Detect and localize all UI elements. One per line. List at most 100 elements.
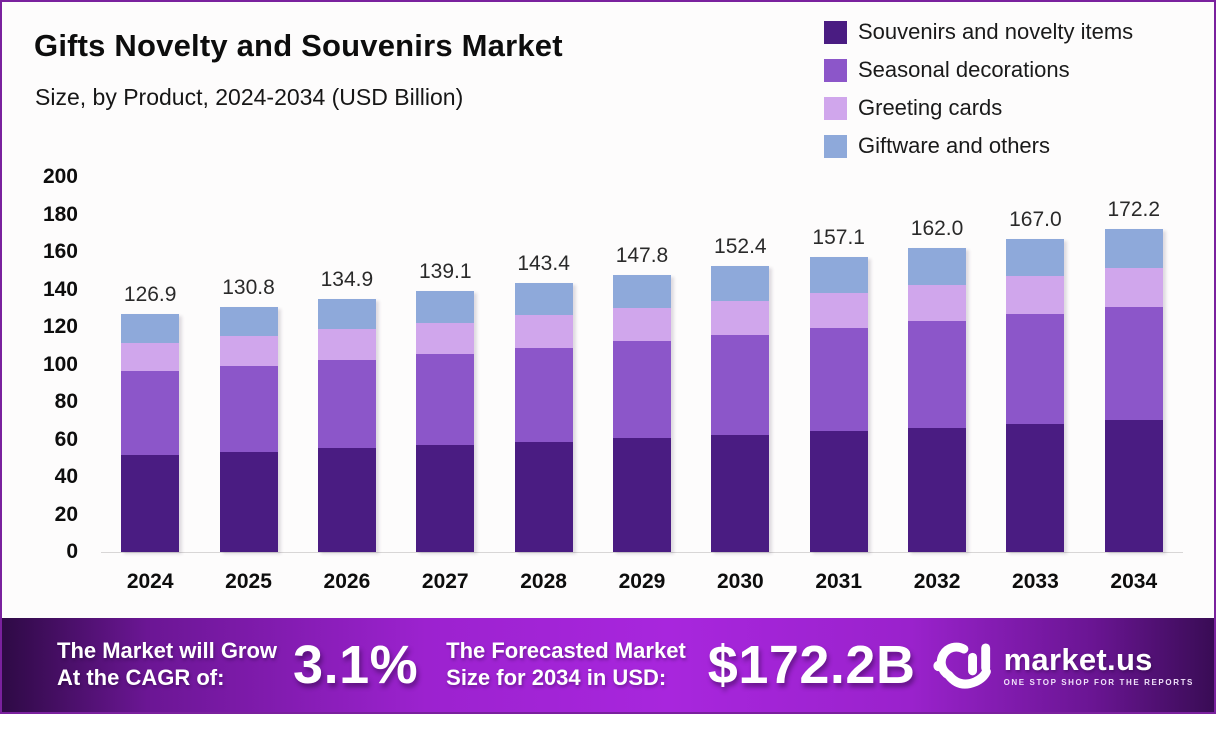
bar-total-label: 130.8 [222,275,275,299]
bar-group: 130.8 [199,177,297,552]
stacked-bar [121,314,180,552]
x-tick-label: 2032 [913,570,961,593]
legend-swatch-icon [824,58,847,82]
bar-total-label: 126.9 [123,283,177,307]
bar-group: 157.1 [790,177,888,552]
bar-segment [612,308,671,342]
forecast-value: $172.2B [707,635,916,695]
x-tick-label: 2027 [421,570,469,593]
bar-group: 162.0 [888,177,986,552]
bar-segment [1006,313,1065,424]
bar-segment [514,283,573,316]
bar-total-label: 162.0 [910,217,964,241]
stacked-bar [809,257,868,552]
bar-group: 167.0 [986,177,1084,552]
bar-segment [612,341,671,439]
y-tick-label: 180 [42,202,78,226]
x-tick-label: 2024 [126,570,174,593]
y-tick-label: 100 [42,352,78,376]
logo-wordmark: market.us [1003,641,1153,677]
bar-total-label: 167.0 [1009,207,1062,231]
bar-segment [317,299,376,330]
stacked-bar [908,248,967,552]
bar-group: 172.2 [1085,177,1183,552]
legend-label: Souvenirs and novelty items [858,19,1134,44]
bar-group: 147.8 [593,177,691,552]
cagr-label: The Market will Grow At the CAGR of: [57,638,278,690]
bar-segment [1006,238,1065,277]
stacked-bar [612,274,671,552]
legend-label: Giftware and others [858,133,1050,158]
bar-segment [809,328,868,432]
y-tick-label: 80 [54,390,78,413]
market-us-logo-icon [932,642,991,689]
bar-segment [219,306,278,337]
x-tick-label: 2031 [815,570,863,593]
legend-item: Giftware and others [824,133,1133,158]
bar-segment [121,342,180,372]
plot-area: 126.9 130.8 134.9 139.1 143.4 147.8 152.4 157.1… [101,177,1183,553]
bar-segment [1104,306,1163,420]
x-axis-labels: 2024 2025 2026 2027 2028 2029 2030 2031 2032 2033… [101,570,1183,594]
x-tick-label: 2028 [520,570,567,593]
bar-segment [416,291,475,323]
logo-tagline: ONE STOP SHOP FOR THE REPORTS [1003,677,1194,687]
x-tick-label: 2033 [1012,570,1059,593]
bar-segment [809,431,868,552]
bar-group: 152.4 [691,177,789,552]
bar-total-label: 152.4 [714,235,767,259]
bar-segment [317,359,376,449]
bar-segment [908,427,967,552]
bar-group: 139.1 [396,177,494,552]
x-tick-label: 2034 [1110,570,1158,593]
y-tick-label: 120 [42,315,78,338]
bar-segment [416,322,475,354]
stacked-bar [219,306,278,552]
bar-segment [809,257,868,293]
x-tick-label: 2029 [618,570,666,593]
legend-item: Greeting cards [824,95,1133,120]
bar-segment [121,454,180,552]
cagr-banner: The Market will Grow At the CAGR of: 3.1… [2,618,1214,712]
bar-group: 134.9 [298,177,396,552]
stacked-bar [1006,238,1065,552]
y-tick-label: 60 [54,427,78,451]
bar-segment [1104,267,1163,307]
bar-group: 143.4 [494,177,592,552]
bar-total-label: 134.9 [320,268,374,292]
bar-segment [416,353,475,446]
bar-segment [711,300,770,335]
stacked-bar [711,266,770,552]
bar-segment [612,438,671,552]
x-tick-label: 2026 [323,570,371,593]
bar-segment [121,371,180,455]
page-subtitle: Size, by Product, 2024-2034 (USD Billion… [35,84,464,110]
bar-segment [121,314,180,343]
bar-segment [514,347,573,442]
legend-swatch-icon [824,20,847,44]
legend-label: Greeting cards [858,95,1003,120]
bar-segment [612,274,671,309]
legend-item: Souvenirs and novelty items [824,19,1134,44]
bar-total-label: 139.1 [418,260,472,284]
bar-segment [317,448,376,552]
bar-group: 126.9 [101,177,199,552]
market-us-logo: market.us ONE STOP SHOP FOR THE REPORTS [932,637,1194,693]
y-tick-label: 160 [42,240,78,263]
y-tick-label: 20 [54,502,78,526]
bar-segment [514,441,573,552]
bar-segment [416,445,475,552]
bar-total-label: 172.2 [1107,198,1161,222]
chart-legend: Souvenirs and novelty items Seasonal deco… [824,19,1134,172]
y-tick-label: 200 [42,165,78,188]
y-tick-label: 40 [54,465,78,488]
bar-segment [908,284,967,322]
legend-swatch-icon [824,134,847,158]
bar-segment [711,434,770,552]
bar-total-label: 157.1 [812,226,865,250]
bar-total-label: 143.4 [517,252,570,276]
bar-segment [908,321,967,428]
chart-card: Gifts Novelty and Souvenirs Market Size,… [0,0,1216,714]
stacked-bar [1104,229,1163,552]
bar-segment [514,315,573,348]
